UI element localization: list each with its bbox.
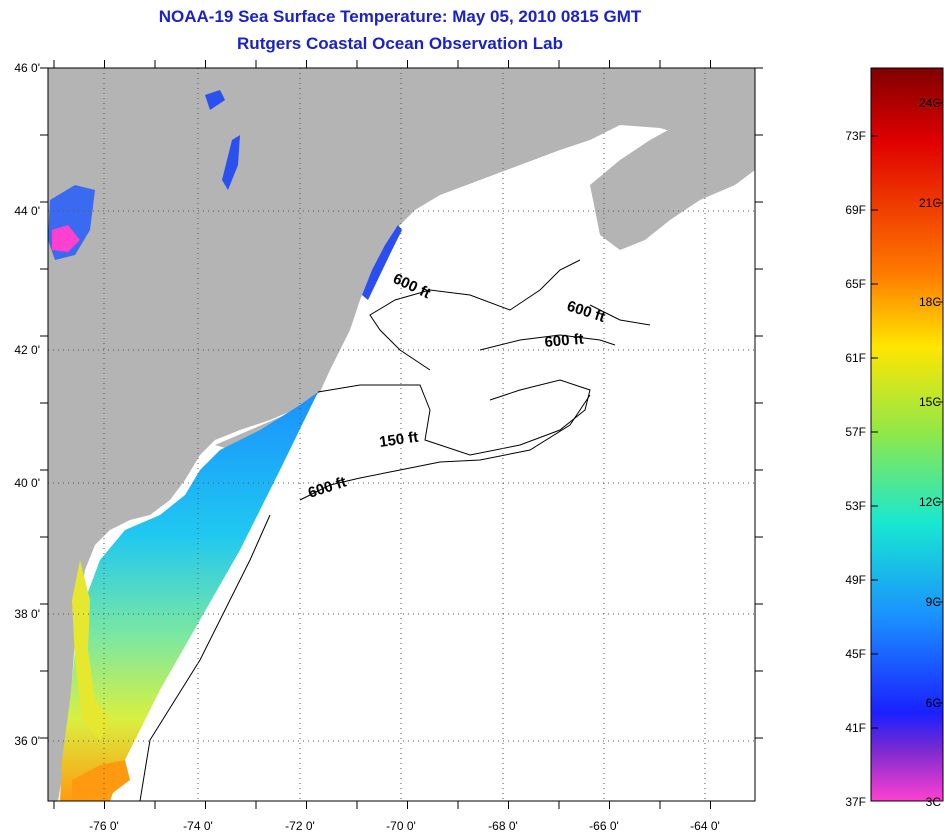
lon-label: -72 0' [285,819,315,833]
celsius-label: 15C [919,395,941,409]
lon-label: -74 0' [183,819,213,833]
fahrenheit-label: 37F [845,795,866,809]
celsius-label: 12C [919,495,941,509]
fahrenheit-label: 45F [845,647,866,661]
lon-label: -66 0' [589,819,619,833]
lat-label: 38 0' [14,607,40,621]
axis-ticks [40,60,763,809]
temperature-colorbar [870,67,944,802]
fahrenheit-label: 49F [845,573,866,587]
celsius-label: 18C [919,295,941,309]
colorbar-ticks [871,102,943,729]
map-title: NOAA-19 Sea Surface Temperature: May 05,… [158,7,642,26]
bathymetry-contours [139,259,651,801]
sst-sound-warm [72,760,130,801]
lat-label: 36 0' [14,734,40,748]
lon-label: -64 0' [690,819,720,833]
lat-label: 40 0' [14,476,40,490]
sst-lake-patch-3 [222,135,240,190]
celsius-label: 6C [926,696,942,710]
lat-label: 42 0' [14,343,40,357]
colorbar-celsius-labels: 24C 21C 18C 15C 12C 9C 6C 3C [919,96,941,809]
lat-lon-grid [48,67,755,801]
sst-lake-patch-warm [52,225,80,252]
celsius-label: 9C [926,595,942,609]
mainland-land [48,68,755,801]
fahrenheit-label: 61F [845,351,866,365]
lon-label: -70 0' [386,819,416,833]
fahrenheit-label: 57F [845,425,866,439]
sst-swath-gulf-maine [362,225,402,300]
celsius-label: 24C [919,96,941,110]
lat-label: 46 0' [14,61,40,75]
map-subtitle: Rutgers Coastal Ocean Observation Lab [237,34,563,53]
contour-label: 600 ft [544,331,585,351]
sst-swath [60,392,318,801]
sst-lake-patch-2 [205,90,225,110]
fahrenheit-label: 41F [845,721,866,735]
fahrenheit-label: 53F [845,499,866,513]
lat-label: 44 0' [14,204,40,218]
lon-label: -68 0' [488,819,518,833]
celsius-label: 3C [926,795,942,809]
map-frame [47,67,756,802]
longitude-labels: -76 0' -74 0' -72 0' -70 0' -68 0' -66 0… [89,819,720,833]
lon-label: -76 0' [89,819,119,833]
colorbar-fahrenheit-labels: 73F 69F 65F 61F 57F 53F 49F 45F 41F 37F [845,129,866,809]
contour-label: 150 ft [378,429,419,451]
fahrenheit-label: 69F [845,203,866,217]
fahrenheit-label: 65F [845,277,866,291]
latitude-labels: 46 0' 44 0' 42 0' 40 0' 38 0' 36 0' [14,61,40,748]
nova-scotia-land [590,108,755,250]
sst-bay-yellow [72,560,110,740]
fahrenheit-label: 73F [845,129,866,143]
celsius-label: 21C [919,196,941,210]
